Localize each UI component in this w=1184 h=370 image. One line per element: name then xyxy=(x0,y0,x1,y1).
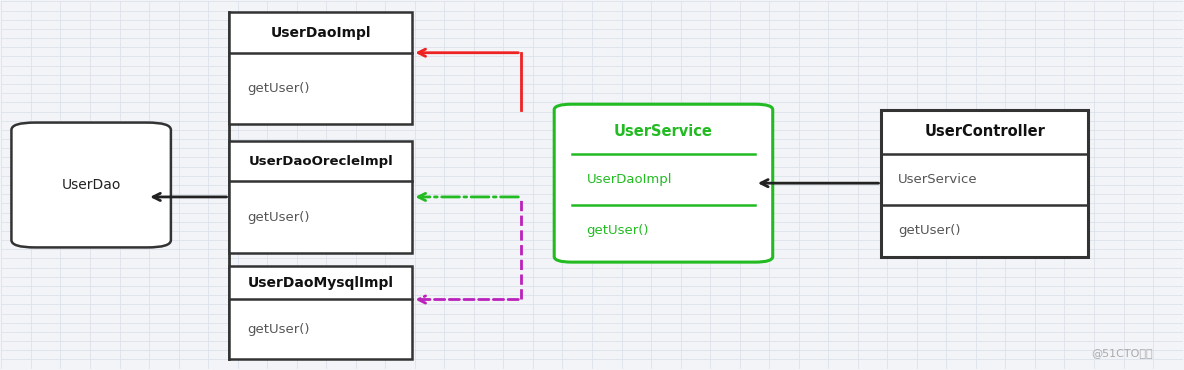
Text: getUser(): getUser() xyxy=(247,211,310,223)
Text: UserService: UserService xyxy=(614,124,713,139)
Text: UserDaoOrecleImpl: UserDaoOrecleImpl xyxy=(249,155,393,168)
FancyBboxPatch shape xyxy=(230,266,412,359)
Text: getUser(): getUser() xyxy=(897,224,960,238)
Text: UserDaoMysqlImpl: UserDaoMysqlImpl xyxy=(247,276,394,290)
FancyBboxPatch shape xyxy=(12,122,170,248)
Text: UserController: UserController xyxy=(925,124,1045,139)
Text: UserService: UserService xyxy=(897,173,978,186)
Text: @51CTO博客: @51CTO博客 xyxy=(1092,347,1153,357)
FancyBboxPatch shape xyxy=(881,110,1088,257)
Text: UserDao: UserDao xyxy=(62,178,121,192)
FancyBboxPatch shape xyxy=(230,141,412,253)
Text: UserDaoImpl: UserDaoImpl xyxy=(271,26,371,40)
Text: getUser(): getUser() xyxy=(586,224,649,238)
Text: getUser(): getUser() xyxy=(247,323,310,336)
FancyBboxPatch shape xyxy=(230,13,412,124)
FancyBboxPatch shape xyxy=(554,104,773,262)
Text: getUser(): getUser() xyxy=(247,82,310,95)
Text: UserDaoImpl: UserDaoImpl xyxy=(586,173,673,186)
